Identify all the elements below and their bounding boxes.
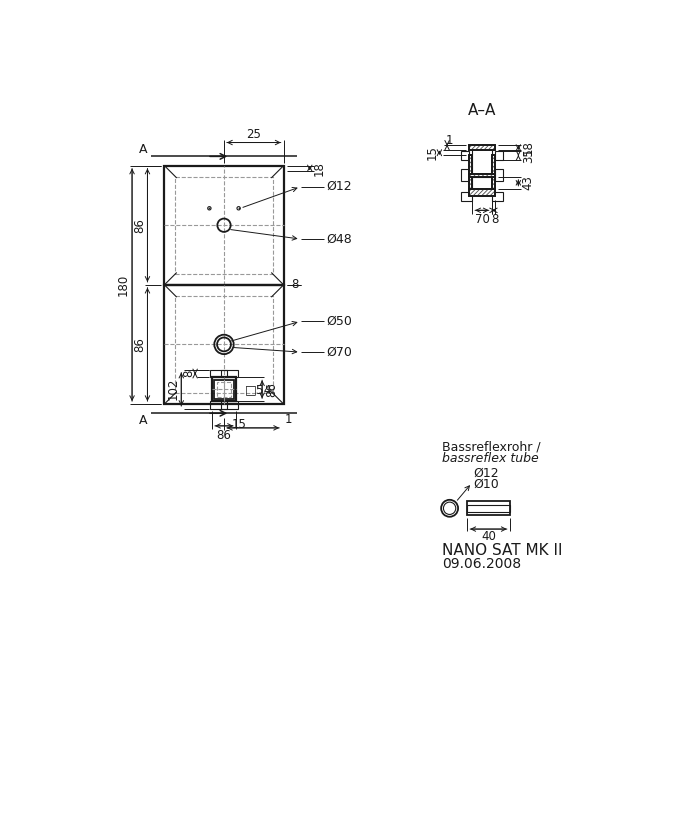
Bar [468, 155, 472, 174]
Bar [468, 145, 496, 150]
Text: Ø10: Ø10 [473, 478, 499, 491]
Text: □54: □54 [245, 383, 273, 396]
Text: 15: 15 [425, 145, 438, 160]
Text: A: A [139, 414, 147, 427]
Text: A: A [139, 143, 147, 155]
Text: A–A: A–A [468, 103, 496, 118]
Text: Bassreflexrohr /: Bassreflexrohr / [442, 441, 540, 454]
Bar [209, 401, 227, 409]
Text: 86: 86 [265, 382, 279, 397]
Bar [164, 285, 284, 404]
Bar [221, 401, 239, 409]
Text: 35: 35 [522, 148, 535, 163]
Text: Ø12: Ø12 [473, 467, 499, 480]
Text: 18: 18 [312, 160, 326, 176]
Bar [468, 177, 472, 189]
Bar [468, 174, 496, 177]
Text: Ø48: Ø48 [326, 233, 351, 246]
Bar [491, 155, 496, 174]
Bar [214, 380, 234, 399]
Text: Ø70: Ø70 [326, 345, 352, 358]
Text: 86: 86 [133, 218, 146, 233]
Text: 15: 15 [232, 418, 247, 431]
Bar [468, 189, 496, 196]
Bar [468, 145, 496, 150]
Bar [491, 177, 496, 189]
Bar [496, 169, 503, 182]
Text: 18: 18 [522, 141, 535, 155]
Bar [461, 169, 468, 182]
Text: 8: 8 [291, 279, 299, 291]
Bar [209, 370, 227, 377]
Bar [491, 155, 496, 174]
Bar [468, 177, 472, 189]
Bar [176, 177, 272, 274]
Bar [461, 150, 468, 159]
Text: Ø50: Ø50 [326, 315, 352, 328]
Bar [176, 296, 272, 393]
Bar [496, 150, 503, 159]
Text: bassreflex tube: bassreflex tube [442, 452, 539, 464]
Text: 102: 102 [167, 378, 180, 400]
Text: NANO SAT MK II: NANO SAT MK II [442, 543, 562, 558]
Bar [468, 155, 472, 174]
Circle shape [441, 500, 458, 517]
Text: 8: 8 [183, 370, 195, 377]
Bar [468, 501, 510, 515]
Text: 86: 86 [133, 337, 146, 352]
Bar [164, 165, 284, 285]
Text: 180: 180 [117, 274, 130, 296]
Text: 8: 8 [491, 213, 498, 226]
Bar [221, 370, 239, 377]
Text: Ø12: Ø12 [326, 180, 351, 193]
Text: 1: 1 [446, 134, 453, 147]
Text: 86: 86 [216, 428, 232, 441]
Text: 43: 43 [522, 175, 535, 190]
Bar [212, 377, 236, 401]
Text: 70: 70 [475, 213, 489, 226]
Text: 40: 40 [481, 530, 496, 543]
Bar [461, 192, 473, 201]
Text: 09.06.2008: 09.06.2008 [442, 556, 521, 570]
Bar [491, 177, 496, 189]
Bar [491, 192, 503, 201]
Bar [468, 505, 510, 512]
Bar [216, 381, 232, 397]
Bar [468, 189, 496, 196]
Text: 1: 1 [285, 413, 293, 426]
Text: 25: 25 [246, 128, 261, 141]
Bar [468, 174, 496, 177]
